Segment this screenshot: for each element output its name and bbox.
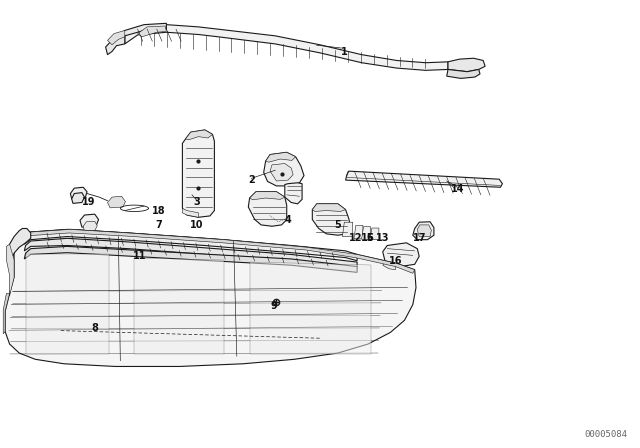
Polygon shape	[125, 25, 448, 70]
Text: 8: 8	[92, 323, 98, 333]
Polygon shape	[108, 196, 125, 208]
Polygon shape	[70, 187, 87, 199]
Polygon shape	[264, 152, 304, 186]
Text: 15: 15	[361, 233, 375, 243]
Polygon shape	[24, 229, 357, 261]
Text: 1: 1	[341, 47, 348, 56]
Text: 14: 14	[451, 184, 465, 194]
Text: 2: 2	[248, 175, 255, 185]
Polygon shape	[342, 222, 353, 237]
Polygon shape	[413, 222, 434, 240]
Polygon shape	[182, 130, 214, 217]
Polygon shape	[24, 246, 357, 272]
Polygon shape	[13, 229, 415, 273]
Polygon shape	[250, 262, 371, 354]
Polygon shape	[3, 293, 10, 334]
Polygon shape	[346, 171, 502, 187]
Text: 12: 12	[348, 233, 362, 243]
Polygon shape	[6, 244, 14, 296]
Text: 5: 5	[335, 220, 341, 230]
Polygon shape	[417, 225, 431, 237]
Polygon shape	[24, 238, 357, 268]
Polygon shape	[26, 254, 109, 354]
Polygon shape	[447, 69, 480, 78]
Polygon shape	[448, 58, 485, 72]
Text: 13: 13	[376, 233, 390, 243]
Polygon shape	[186, 130, 212, 140]
Polygon shape	[250, 192, 285, 200]
Polygon shape	[106, 36, 125, 55]
Polygon shape	[80, 214, 99, 227]
Polygon shape	[383, 243, 419, 267]
Text: 00005084: 00005084	[584, 430, 627, 439]
Polygon shape	[270, 164, 293, 181]
Polygon shape	[248, 192, 287, 226]
Polygon shape	[383, 262, 396, 270]
Polygon shape	[138, 26, 166, 37]
Polygon shape	[8, 228, 31, 260]
Text: 16: 16	[388, 256, 403, 266]
Polygon shape	[72, 193, 84, 203]
Text: 4: 4	[285, 215, 291, 224]
Polygon shape	[362, 227, 371, 239]
Polygon shape	[312, 204, 351, 235]
Text: 10: 10	[190, 220, 204, 230]
Polygon shape	[83, 221, 97, 232]
Text: 17: 17	[412, 233, 426, 243]
Polygon shape	[108, 30, 125, 45]
Polygon shape	[354, 225, 363, 239]
Polygon shape	[5, 229, 416, 366]
Polygon shape	[285, 183, 302, 204]
Text: 6: 6	[367, 233, 373, 243]
Text: 7: 7	[156, 220, 162, 230]
Text: 19: 19	[81, 198, 95, 207]
Text: 9: 9	[271, 301, 277, 310]
Text: 18: 18	[152, 207, 166, 216]
Polygon shape	[370, 228, 379, 240]
Polygon shape	[114, 23, 166, 38]
Polygon shape	[182, 208, 198, 217]
Polygon shape	[266, 152, 296, 162]
Text: 3: 3	[194, 198, 200, 207]
Polygon shape	[134, 258, 224, 354]
Text: 11: 11	[132, 251, 147, 261]
Polygon shape	[312, 204, 346, 211]
